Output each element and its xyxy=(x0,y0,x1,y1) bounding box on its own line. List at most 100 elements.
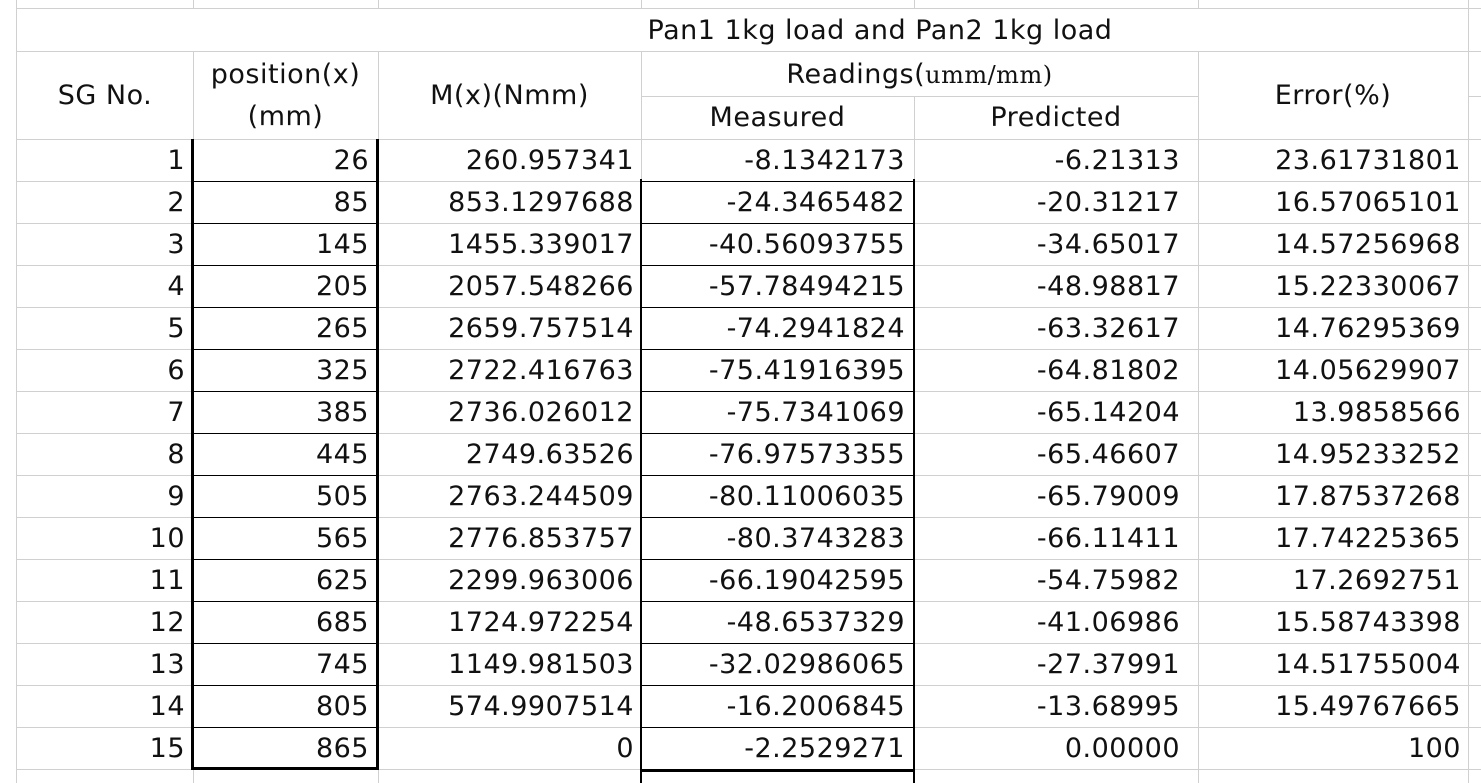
cell-sg-no[interactable]: 12 xyxy=(149,607,185,638)
cell-moment[interactable]: 2776.853757 xyxy=(448,523,634,554)
cell-position[interactable]: 26 xyxy=(333,145,369,176)
cell-moment[interactable]: 2736.026012 xyxy=(448,397,634,428)
header-measured[interactable]: Measured xyxy=(709,102,846,133)
header-moment[interactable]: M(x)(Nmm) xyxy=(430,80,589,111)
cell-error[interactable]: 100 xyxy=(1407,733,1461,764)
cell-predicted[interactable]: -54.75982 xyxy=(1036,565,1180,596)
cell-measured[interactable]: -16.2006845 xyxy=(726,691,905,722)
table-title[interactable]: Pan1 1kg load and Pan2 1kg load xyxy=(647,15,1113,46)
cell-position[interactable]: 745 xyxy=(315,649,369,680)
cell-moment[interactable]: 1724.972254 xyxy=(448,607,634,638)
cell-position[interactable]: 385 xyxy=(315,397,369,428)
cell-predicted[interactable]: -6.21313 xyxy=(1054,145,1180,176)
cell-sg-no[interactable]: 10 xyxy=(149,523,185,554)
cell-predicted[interactable]: -41.06986 xyxy=(1036,607,1180,638)
cell-error[interactable]: 17.74225365 xyxy=(1275,523,1461,554)
cell-predicted[interactable]: -27.37991 xyxy=(1036,649,1180,680)
cell-predicted[interactable]: -20.31217 xyxy=(1036,187,1180,218)
cell-moment[interactable]: 0 xyxy=(616,733,634,764)
cell-measured[interactable]: -80.11006035 xyxy=(708,481,905,512)
cell-sg-no[interactable]: 1 xyxy=(167,145,185,176)
cell-predicted[interactable]: -13.68995 xyxy=(1036,691,1180,722)
cell-position[interactable]: 625 xyxy=(315,565,369,596)
cell-error[interactable]: 14.05629907 xyxy=(1275,355,1461,386)
cell-measured[interactable]: -66.19042595 xyxy=(708,565,905,596)
header-readings[interactable]: Readings(umm/mm) xyxy=(641,61,1198,88)
cell-sg-no[interactable]: 5 xyxy=(167,313,185,344)
cell-sg-no[interactable]: 8 xyxy=(167,439,185,470)
cell-position[interactable]: 685 xyxy=(315,607,369,638)
cell-position[interactable]: 445 xyxy=(315,439,369,470)
cell-error[interactable]: 14.51755004 xyxy=(1275,649,1461,680)
cell-moment[interactable]: 2722.416763 xyxy=(448,355,634,386)
cell-moment[interactable]: 2749.63526 xyxy=(465,439,634,470)
cell-error[interactable]: 13.9858566 xyxy=(1292,397,1461,428)
cell-measured[interactable]: -75.41916395 xyxy=(708,355,905,386)
cell-position[interactable]: 325 xyxy=(315,355,369,386)
cell-sg-no[interactable]: 15 xyxy=(149,733,185,764)
cell-moment[interactable]: 2057.548266 xyxy=(448,271,634,302)
cell-position[interactable]: 145 xyxy=(315,229,369,260)
cell-moment[interactable]: 1149.981503 xyxy=(448,649,634,680)
cell-predicted[interactable]: -64.81802 xyxy=(1036,355,1180,386)
cell-position[interactable]: 565 xyxy=(315,523,369,554)
cell-measured[interactable]: -74.2941824 xyxy=(726,313,905,344)
cell-border xyxy=(191,223,379,224)
cell-position[interactable]: 265 xyxy=(315,313,369,344)
cell-error[interactable]: 14.76295369 xyxy=(1275,313,1461,344)
cell-moment[interactable]: 853.1297688 xyxy=(448,187,634,218)
cell-position[interactable]: 205 xyxy=(315,271,369,302)
cell-measured[interactable]: -8.1342173 xyxy=(744,145,905,176)
cell-predicted[interactable]: -48.98817 xyxy=(1036,271,1180,302)
cell-moment[interactable]: 1455.339017 xyxy=(448,229,634,260)
cell-sg-no[interactable]: 13 xyxy=(149,649,185,680)
cell-sg-no[interactable]: 6 xyxy=(167,355,185,386)
cell-sg-no[interactable]: 7 xyxy=(167,397,185,428)
cell-measured[interactable]: -75.7341069 xyxy=(726,397,905,428)
cell-sg-no[interactable]: 9 xyxy=(167,481,185,512)
cell-sg-no[interactable]: 14 xyxy=(149,691,185,722)
cell-measured[interactable]: -32.02986065 xyxy=(708,649,905,680)
cell-error[interactable]: 17.87537268 xyxy=(1275,481,1461,512)
cell-predicted[interactable]: 0.00000 xyxy=(1064,733,1180,764)
cell-position[interactable]: 85 xyxy=(333,187,369,218)
cell-error[interactable]: 17.2692751 xyxy=(1292,565,1461,596)
cell-measured[interactable]: -2.2529271 xyxy=(744,733,905,764)
cell-predicted[interactable]: -65.46607 xyxy=(1036,439,1180,470)
cell-error[interactable]: 14.57256968 xyxy=(1275,229,1461,260)
cell-measured[interactable]: -48.6537329 xyxy=(726,607,905,638)
cell-measured[interactable]: -76.97573355 xyxy=(708,439,905,470)
cell-predicted[interactable]: -66.11411 xyxy=(1036,523,1180,554)
cell-moment[interactable]: 2659.757514 xyxy=(448,313,634,344)
cell-sg-no[interactable]: 4 xyxy=(167,271,185,302)
cell-moment[interactable]: 2763.244509 xyxy=(448,481,634,512)
cell-predicted[interactable]: -63.32617 xyxy=(1036,313,1180,344)
cell-sg-no[interactable]: 11 xyxy=(149,565,185,596)
cell-predicted[interactable]: -65.79009 xyxy=(1036,481,1180,512)
cell-border xyxy=(191,643,379,644)
cell-error[interactable]: 15.49767665 xyxy=(1275,691,1461,722)
header-error[interactable]: Error(%) xyxy=(1274,80,1392,111)
header-predicted[interactable]: Predicted xyxy=(990,102,1122,133)
cell-sg-no[interactable]: 3 xyxy=(167,229,185,260)
cell-sg-no[interactable]: 2 xyxy=(167,187,185,218)
cell-error[interactable]: 23.61731801 xyxy=(1275,145,1461,176)
cell-predicted[interactable]: -65.14204 xyxy=(1036,397,1180,428)
cell-error[interactable]: 16.57065101 xyxy=(1275,187,1461,218)
cell-moment[interactable]: 574.9907514 xyxy=(448,691,634,722)
cell-measured[interactable]: -40.56093755 xyxy=(708,229,905,260)
cell-predicted[interactable]: -34.65017 xyxy=(1036,229,1180,260)
cell-measured[interactable]: -80.3743283 xyxy=(726,523,905,554)
cell-measured[interactable]: -57.78494215 xyxy=(708,271,905,302)
cell-error[interactable]: 14.95233252 xyxy=(1275,439,1461,470)
cell-measured[interactable]: -24.3465482 xyxy=(726,187,905,218)
cell-error[interactable]: 15.22330067 xyxy=(1275,271,1461,302)
header-sg-no[interactable]: SG No. xyxy=(57,80,153,111)
cell-error[interactable]: 15.58743398 xyxy=(1275,607,1461,638)
cell-position[interactable]: 805 xyxy=(315,691,369,722)
cell-position[interactable]: 505 xyxy=(315,481,369,512)
cell-moment[interactable]: 2299.963006 xyxy=(448,565,634,596)
cell-position[interactable]: 865 xyxy=(315,733,369,764)
header-position-line1[interactable]: position(x) xyxy=(210,59,361,90)
cell-moment[interactable]: 260.957341 xyxy=(465,145,634,176)
